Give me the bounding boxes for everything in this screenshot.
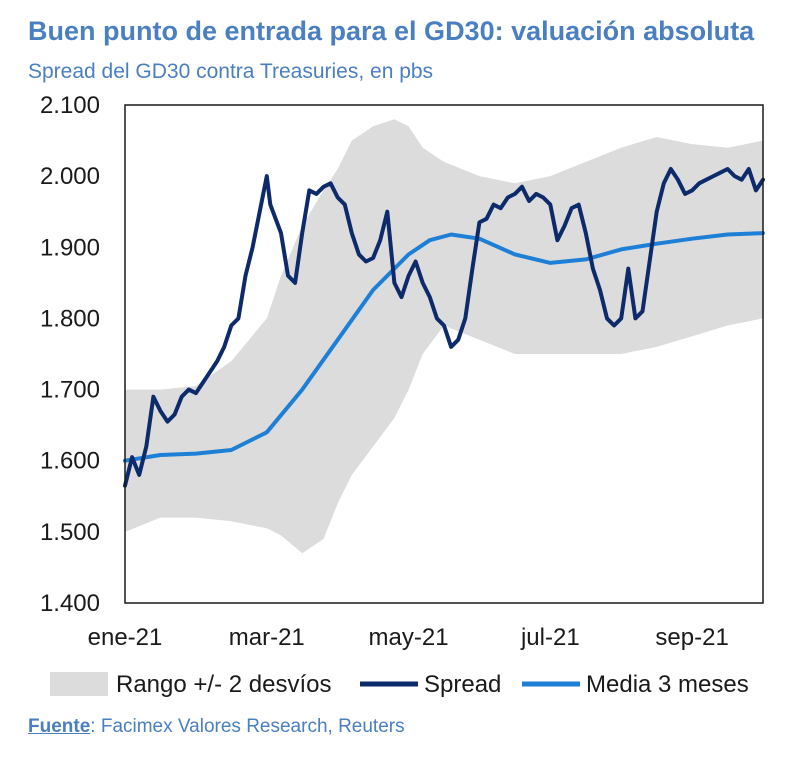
y-tick-label: 1.900	[40, 234, 100, 261]
legend-label-ma: Media 3 meses	[586, 671, 749, 698]
range-band	[125, 119, 763, 554]
x-tick-label: mar-21	[229, 624, 305, 651]
y-tick-label: 1.400	[40, 590, 100, 617]
y-tick-label: 1.800	[40, 305, 100, 332]
y-tick-label: 1.700	[40, 377, 100, 404]
y-tick-label: 1.600	[40, 448, 100, 475]
x-tick-label: ene-21	[88, 624, 163, 651]
spread-line	[123, 167, 765, 488]
plot-frame	[124, 104, 764, 604]
x-tick-label: sep-21	[655, 624, 728, 651]
x-tick-label: jul-21	[520, 624, 580, 651]
source-note: Fuente: Facimex Valores Research, Reuter…	[28, 716, 405, 738]
legend-label-spread: Spread	[424, 671, 501, 698]
x-tick-label: may-21	[369, 624, 449, 651]
chart-subtitle: Spread del GD30 contra Treasuries, en pb…	[28, 60, 434, 83]
chart-title: Buen punto de entrada para el GD30: valu…	[28, 16, 755, 46]
y-tick-label: 1.500	[40, 519, 100, 546]
legend-label-range: Rango +/- 2 desvíos	[116, 671, 331, 698]
source-text: : Facimex Valores Research, Reuters	[90, 716, 405, 737]
source-label: Fuente	[28, 716, 91, 737]
y-tick-label: 2.100	[40, 92, 100, 119]
legend-swatch-range	[50, 672, 108, 696]
chart: 1.400 1.500 1.600 1.700 1.800 1.900 2.000 2.100…	[40, 92, 765, 698]
y-tick-label: 2.000	[40, 163, 100, 190]
